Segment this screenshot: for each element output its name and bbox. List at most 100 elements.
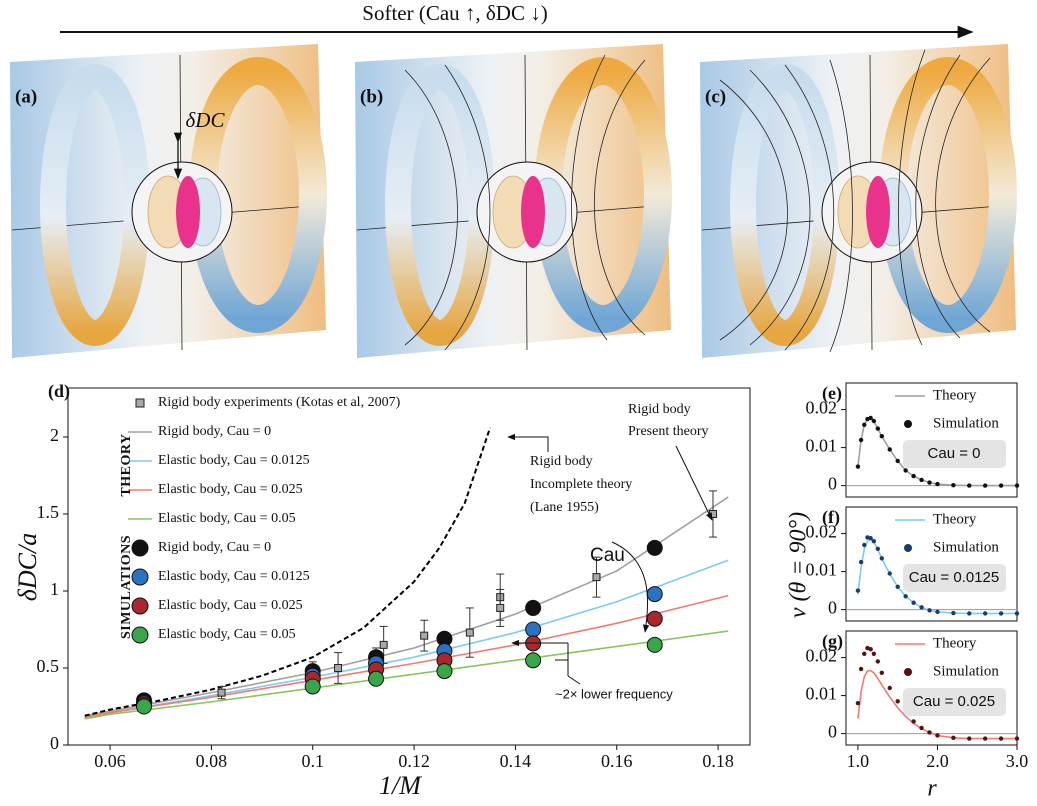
data-point (858, 559, 864, 565)
data-point (862, 651, 867, 656)
data-point (903, 468, 908, 473)
panel-label: (g) (822, 631, 843, 652)
legend-label: Elastic body, Cau = 0.0125 (158, 453, 310, 468)
x-axis-label: 1/M (379, 771, 422, 800)
data-point (646, 610, 663, 627)
data-point (927, 608, 932, 613)
data-point (998, 611, 1004, 616)
legend-swatch (904, 668, 912, 676)
data-point (875, 659, 881, 664)
series-line (857, 669, 1017, 740)
legend-label: Theory (933, 387, 977, 403)
y-tick-label: 0 (50, 733, 59, 753)
x-tick-label: 2.0 (926, 751, 949, 771)
legend-label: Elastic body, Cau = 0.05 (158, 627, 296, 642)
legend-swatch (131, 597, 149, 615)
panel-label: (b) (360, 86, 383, 107)
data-point (1014, 483, 1020, 488)
legend-label: Elastic body, Cau = 0.0125 (158, 569, 310, 584)
legend-label: Rigid body, Cau = 0 (158, 424, 271, 439)
data-point (868, 415, 873, 421)
annotation-arrow (611, 541, 650, 633)
data-point (895, 458, 900, 464)
data-point (911, 473, 916, 479)
series-line (84, 594, 729, 719)
data-point (855, 464, 861, 469)
annotation-bracket (555, 643, 581, 685)
data-point (927, 480, 932, 485)
data-point (967, 483, 972, 488)
data-point (911, 719, 916, 724)
data-point (887, 685, 892, 691)
annotation: Present theory (628, 424, 708, 439)
data-point (875, 546, 881, 551)
annotation: (Lane 1955) (530, 500, 599, 515)
x-tick-label: 0.14 (500, 751, 532, 771)
data-point (646, 539, 663, 556)
annotation-arrow (507, 433, 549, 452)
data-point (911, 600, 916, 605)
legend-swatch (131, 626, 149, 644)
legend-label: Theory (933, 635, 977, 651)
y-tick-label: 0.5 (37, 656, 60, 676)
annotation-box (903, 564, 1006, 592)
x-tick-label: 0.06 (94, 751, 126, 771)
x-tick-label: 1.0 (847, 751, 870, 771)
panel-c: (c) (700, 44, 1016, 358)
data-point (862, 422, 867, 427)
legend-swatch (131, 539, 149, 557)
data-point (646, 586, 663, 603)
group-label: THEORY (119, 433, 134, 496)
annotation-box (903, 688, 1006, 716)
data-point (465, 628, 474, 637)
data-point (334, 663, 343, 672)
legend-label: Rigid body experiments (Kotas et al, 200… (158, 395, 401, 410)
group-label: SIMULATIONS (119, 535, 134, 639)
y-tick-label: 0 (828, 474, 837, 494)
data-point (368, 670, 385, 687)
y-tick-label: 0.02 (806, 646, 838, 666)
plot-frame (67, 387, 751, 746)
data-point (919, 477, 924, 483)
y-tick-label: 0 (828, 598, 837, 618)
data-point (879, 434, 884, 439)
data-point (592, 573, 601, 582)
y-tick-label: 0.01 (806, 560, 838, 580)
gap-label: δDC (186, 108, 226, 132)
panel-a: δDC (a) (10, 44, 326, 358)
data-point (496, 603, 505, 612)
x-tick-label: 0.1 (301, 751, 324, 771)
panel-label: (e) (822, 383, 842, 404)
legend-label: Simulation (933, 663, 999, 679)
data-point (887, 571, 892, 576)
legend-label: Theory (933, 511, 977, 527)
data-point (420, 631, 429, 640)
data-point (304, 678, 321, 695)
annotation: Rigid body (628, 402, 691, 417)
legend-label: Elastic body, Cau = 0.025 (158, 482, 303, 497)
data-point (935, 481, 940, 487)
data-point (525, 621, 542, 638)
annotation: Cau = 0.025 (913, 693, 995, 710)
chart: 0 0.5 1 1.5 2 0.06 0.08 0.1 0.12 0.14 0.16 0.18 1/M δ… (13, 381, 751, 800)
legend-label: Elastic body, Cau = 0.025 (158, 598, 303, 613)
data-point (871, 539, 877, 544)
y-tick-label: 0.01 (806, 436, 838, 456)
y-tick-label: 0.01 (806, 684, 838, 704)
annotation: Cau = 0.0125 (909, 569, 1000, 586)
annotation-arrow (675, 445, 713, 521)
data-point (862, 542, 867, 548)
data-point (436, 663, 453, 680)
x-tick-label: 3.0 (1006, 751, 1029, 771)
x-tick-label: 0.08 (196, 751, 228, 771)
x-axis-label: r (927, 776, 937, 802)
data-point (136, 698, 153, 715)
data-point (951, 735, 956, 740)
arrow-label: Softer (Cau ↑, δDC ↓) (362, 1, 547, 25)
legend-label: Simulation (933, 539, 999, 555)
data-point (868, 647, 873, 652)
data-point (951, 483, 956, 488)
series-line (857, 538, 1017, 615)
data-point (927, 730, 932, 735)
